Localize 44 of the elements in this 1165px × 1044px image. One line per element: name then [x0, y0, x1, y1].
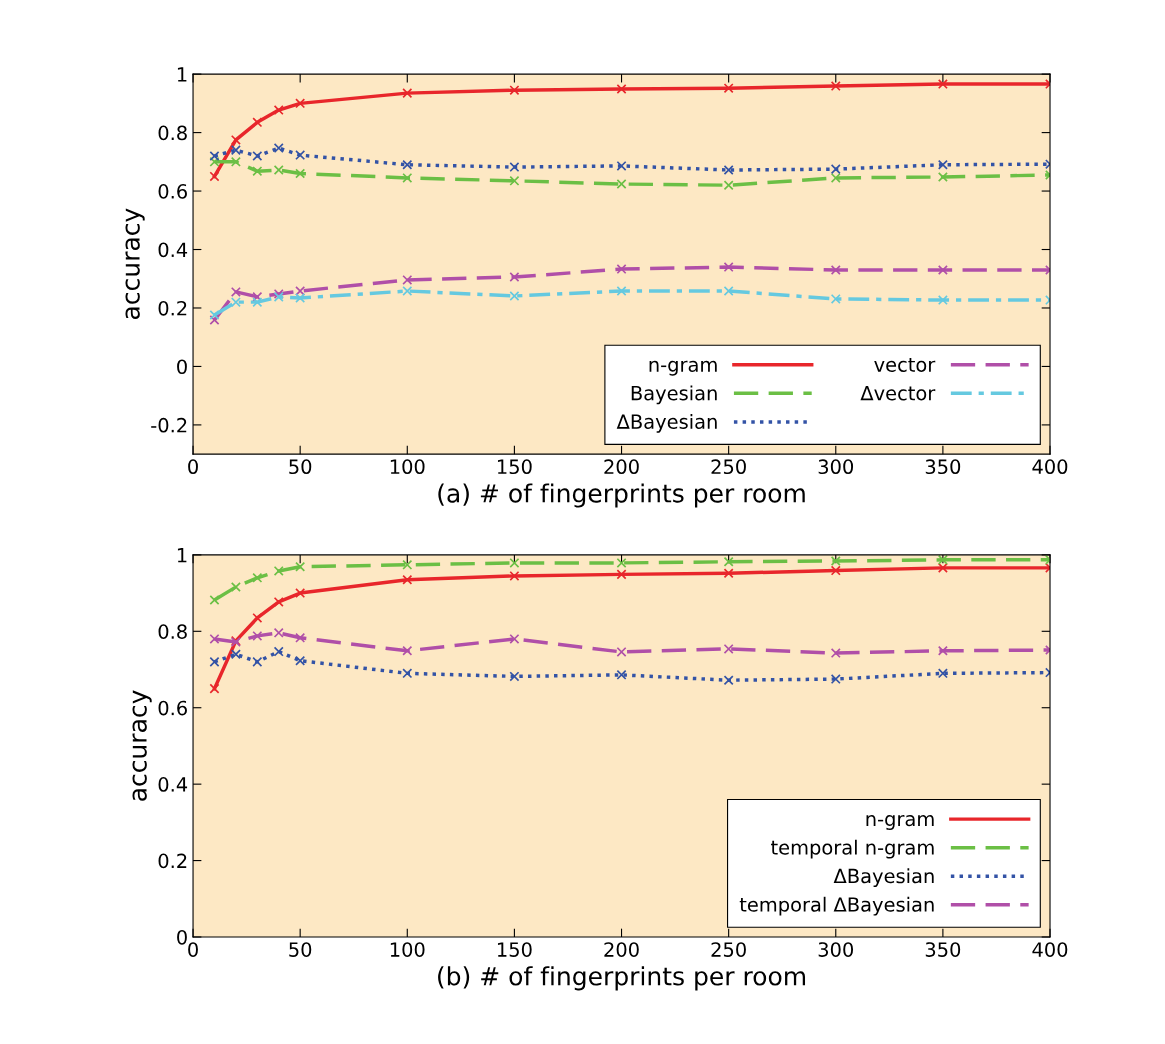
- legend-label: vector: [874, 357, 936, 372]
- y-tick-label: 0.6: [158, 184, 187, 199]
- y-tick-label: -0.2: [151, 417, 187, 433]
- x-tick-label: 150: [497, 459, 532, 475]
- x-tick-label: 350: [925, 942, 961, 957]
- y-tick-label: 0.2: [158, 300, 187, 316]
- y-tick-label: 0.8: [158, 624, 187, 639]
- y-tick-label: 0: [177, 929, 187, 945]
- x-tick-label: 100: [390, 942, 425, 957]
- y-tick-label: 0.4: [158, 777, 188, 792]
- x-tick-label: 50: [289, 942, 312, 957]
- y-tick-label: 0.6: [158, 700, 187, 716]
- legend-label: Δvector: [860, 385, 936, 401]
- x-tick-label: 300: [818, 942, 854, 957]
- x-tick-label: 100: [390, 459, 425, 475]
- x-tick-label: 200: [604, 459, 639, 475]
- x-tick-label: 0: [188, 459, 198, 475]
- y-tick-label: 1: [177, 548, 187, 563]
- x-axis-title: (b) # of fingerprints per room: [438, 966, 806, 991]
- x-tick-label: 400: [1032, 942, 1068, 957]
- x-axis-title: (a) # of fingerprints per room: [438, 483, 805, 508]
- x-tick-label: 350: [925, 459, 961, 475]
- y-axis-title: accuracy: [132, 690, 152, 801]
- x-tick-label: 250: [711, 459, 746, 475]
- y-tick-label: 0.4: [158, 242, 188, 258]
- legend-label: ΔBayesian: [833, 868, 934, 888]
- x-tick-label: 300: [818, 459, 854, 475]
- legend-label: temporal ΔBayesian: [739, 896, 934, 916]
- y-tick-label: 0: [177, 359, 187, 375]
- legend-label: temporal n-gram: [771, 839, 934, 859]
- legend-label: Bayesian: [631, 385, 717, 405]
- legend-label: ΔBayesian: [616, 413, 717, 433]
- y-axis-title: accuracy: [125, 208, 145, 320]
- x-tick-label: 150: [497, 942, 532, 957]
- y-tick-label: 1: [177, 67, 187, 82]
- y-tick-label: 0.2: [158, 853, 187, 869]
- y-tick-label: 0.8: [158, 125, 187, 141]
- legend-label: n-gram: [649, 360, 717, 376]
- x-tick-label: 400: [1032, 459, 1068, 475]
- x-tick-label: 200: [604, 942, 639, 957]
- x-tick-label: 0: [188, 942, 198, 957]
- x-tick-label: 50: [289, 459, 312, 475]
- x-tick-label: 250: [711, 942, 746, 957]
- legend-label: n-gram: [866, 815, 934, 830]
